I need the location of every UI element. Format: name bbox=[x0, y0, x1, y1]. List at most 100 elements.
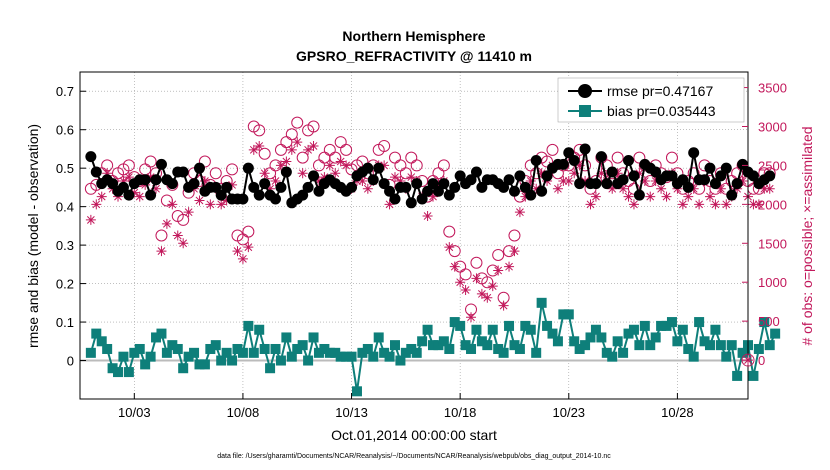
rmse-point bbox=[107, 178, 119, 190]
plot-frame bbox=[79, 71, 749, 400]
assimilated-obs-point bbox=[406, 172, 417, 183]
bias-point bbox=[324, 347, 335, 358]
bias-point bbox=[558, 309, 569, 320]
assimilated-obs-point bbox=[254, 140, 265, 151]
assimilated-obs-point bbox=[449, 261, 460, 272]
bias-point bbox=[172, 343, 183, 354]
bias-point bbox=[102, 343, 113, 354]
bias-point bbox=[428, 340, 439, 351]
possible-obs-point bbox=[296, 151, 309, 164]
assimilated-obs-point bbox=[476, 288, 487, 299]
rmse-point bbox=[378, 178, 390, 190]
bias-point bbox=[466, 343, 477, 354]
assimilated-obs-point bbox=[514, 207, 525, 218]
bias-point bbox=[542, 320, 553, 331]
rmse-point bbox=[259, 178, 271, 190]
rmse-point bbox=[389, 193, 401, 205]
bias-point bbox=[612, 336, 623, 347]
assimilated-obs-point bbox=[634, 168, 645, 179]
rmse-point bbox=[731, 178, 743, 190]
bias-point bbox=[482, 340, 493, 351]
assimilated-obs-point bbox=[123, 172, 134, 183]
bias-point bbox=[129, 347, 140, 358]
assimilated-obs-point bbox=[297, 168, 308, 179]
bias-point bbox=[254, 324, 265, 335]
assimilated-obs-point bbox=[607, 183, 618, 194]
possible-obs-point bbox=[274, 143, 287, 156]
rmse-point bbox=[155, 158, 167, 170]
assimilated-obs-point bbox=[96, 191, 107, 202]
bias-point bbox=[596, 332, 607, 343]
possible-obs-point bbox=[139, 163, 152, 176]
rmse-point bbox=[470, 166, 482, 178]
bias-point bbox=[764, 340, 775, 351]
rmse-point bbox=[628, 170, 640, 182]
bias-point bbox=[335, 351, 346, 362]
assimilated-obs-point bbox=[498, 300, 509, 311]
y-right-tick-label: 2500 bbox=[758, 158, 787, 173]
assimilated-obs-point bbox=[428, 191, 439, 202]
possible-obs-point bbox=[258, 147, 271, 160]
rmse-point bbox=[373, 162, 385, 174]
assimilated-obs-point bbox=[656, 183, 667, 194]
bias-point bbox=[737, 347, 748, 358]
assimilated-obs-point bbox=[335, 156, 346, 167]
bias-point bbox=[379, 347, 390, 358]
possible-obs-point bbox=[122, 159, 135, 172]
rmse-point bbox=[427, 178, 439, 190]
assimilated-obs-point bbox=[395, 176, 406, 186]
rmse-point bbox=[117, 181, 129, 193]
assimilated-obs-point bbox=[721, 199, 732, 210]
rmse-point bbox=[568, 154, 580, 166]
assimilated-obs-point bbox=[764, 183, 775, 194]
possible-obs-point bbox=[312, 159, 325, 172]
possible-obs-point bbox=[546, 143, 559, 156]
y-tick-label: 0 bbox=[67, 354, 74, 369]
bias-point bbox=[563, 309, 574, 320]
assimilated-obs-point bbox=[313, 176, 324, 186]
y-tick-label: 0.2 bbox=[56, 277, 74, 292]
assimilated-obs-point bbox=[275, 160, 286, 171]
bias-point bbox=[389, 340, 400, 351]
assimilated-obs-point bbox=[259, 168, 270, 179]
bias-point bbox=[205, 343, 216, 354]
assimilated-obs-point bbox=[303, 144, 314, 155]
rmse-point bbox=[525, 189, 537, 201]
assimilated-obs-point bbox=[129, 187, 140, 198]
assimilated-obs-point bbox=[379, 160, 390, 171]
assimilated-obs-point bbox=[759, 183, 770, 194]
bias-point bbox=[710, 324, 721, 335]
assimilated-obs-point bbox=[536, 168, 547, 179]
legend-rmse-label: rmse pr=0.47167 bbox=[607, 83, 713, 99]
assimilated-obs-point bbox=[319, 172, 330, 183]
bias-point bbox=[552, 336, 563, 347]
assimilated-obs-point bbox=[172, 230, 183, 241]
bias-point bbox=[704, 340, 715, 351]
bias-point bbox=[308, 332, 319, 343]
rmse-point bbox=[313, 185, 325, 197]
bias-point bbox=[373, 332, 384, 343]
rmse-point bbox=[188, 178, 200, 190]
assimilated-obs-point bbox=[493, 265, 504, 276]
bias-point bbox=[113, 367, 124, 378]
rmse-series bbox=[85, 143, 776, 209]
bias-point bbox=[123, 367, 134, 378]
assimilated-obs-point bbox=[384, 199, 395, 210]
bias-point bbox=[498, 347, 509, 358]
possible-obs-point bbox=[470, 256, 483, 269]
bias-point bbox=[140, 359, 151, 370]
bias-point bbox=[639, 320, 650, 331]
y-axis-ticks: 0 0.1 0.2 0.3 0.4 0.5 0.6 0.7 bbox=[56, 84, 86, 369]
assimilated-obs-point bbox=[91, 199, 102, 210]
rmse-point bbox=[579, 143, 591, 155]
possible-obs-point bbox=[508, 229, 521, 242]
assimilated-obs-point bbox=[232, 246, 243, 257]
bias-point bbox=[151, 332, 162, 343]
bias-point bbox=[237, 347, 248, 358]
assimilated-obs-point bbox=[134, 191, 145, 202]
bias-point bbox=[167, 340, 178, 351]
bias-point bbox=[341, 351, 352, 362]
bias-point bbox=[178, 363, 189, 374]
rmse-point bbox=[280, 166, 292, 178]
assimilated-obs-point bbox=[471, 273, 482, 284]
